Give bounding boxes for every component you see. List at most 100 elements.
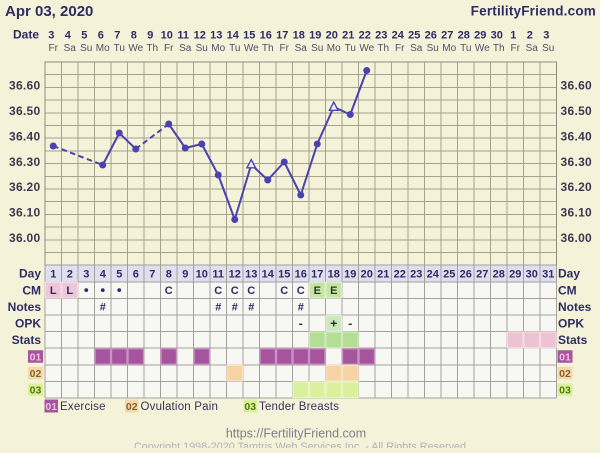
svg-text:C: C <box>214 285 222 297</box>
svg-text:Copyright 1998-2020 Tamtris We: Copyright 1998-2020 Tamtris Web Services… <box>134 441 466 448</box>
svg-text:21: 21 <box>377 269 389 281</box>
svg-text:Tu: Tu <box>345 43 356 54</box>
svg-text:02: 02 <box>559 368 571 380</box>
svg-text:5: 5 <box>81 30 87 42</box>
svg-text:25: 25 <box>443 269 455 281</box>
svg-text:36.60: 36.60 <box>9 79 41 93</box>
svg-text:29: 29 <box>509 269 521 281</box>
svg-text:Th: Th <box>146 43 158 54</box>
svg-text:2: 2 <box>67 269 73 281</box>
svg-text:Mo: Mo <box>327 43 341 54</box>
svg-text:Su: Su <box>427 43 439 54</box>
svg-text:Fr: Fr <box>280 43 290 54</box>
svg-text:4: 4 <box>100 269 107 281</box>
svg-text:36.00: 36.00 <box>561 231 593 245</box>
svg-text:Mo: Mo <box>96 43 110 54</box>
svg-text:13: 13 <box>210 30 222 42</box>
svg-text:Th: Th <box>262 43 274 54</box>
svg-text:CM: CM <box>22 283 41 297</box>
svg-text:02: 02 <box>30 368 42 380</box>
svg-text:8: 8 <box>166 269 172 281</box>
svg-text:We: We <box>359 43 374 54</box>
svg-text:36.10: 36.10 <box>9 206 41 220</box>
svg-text:14: 14 <box>262 269 275 281</box>
svg-text:20: 20 <box>361 269 373 281</box>
svg-text:21: 21 <box>342 30 354 42</box>
svg-text:Th: Th <box>493 43 505 54</box>
svg-text:18: 18 <box>293 30 305 42</box>
svg-text:Sa: Sa <box>410 43 423 54</box>
svg-text:30: 30 <box>526 269 538 281</box>
svg-text:Th: Th <box>377 43 389 54</box>
svg-text:#: # <box>100 302 106 314</box>
svg-text:Mo: Mo <box>442 43 456 54</box>
svg-text:C: C <box>247 285 255 297</box>
svg-text:Day: Day <box>558 267 580 281</box>
svg-text:31: 31 <box>542 269 554 281</box>
svg-text:FertilityFriend.com: FertilityFriend.com <box>471 4 596 19</box>
svg-text:03: 03 <box>244 401 256 413</box>
svg-text:01: 01 <box>559 351 571 363</box>
svg-text:We: We <box>128 43 143 54</box>
svg-text:15: 15 <box>278 269 290 281</box>
svg-text:12: 12 <box>194 30 206 42</box>
svg-text:+: + <box>330 316 337 330</box>
svg-text:20: 20 <box>326 30 338 42</box>
svg-text:L: L <box>66 285 73 297</box>
svg-text:7: 7 <box>114 30 120 42</box>
svg-text:-: - <box>348 316 352 330</box>
svg-text:Date: Date <box>13 28 39 42</box>
svg-text:1: 1 <box>50 269 56 281</box>
svg-text:5: 5 <box>116 269 122 281</box>
svg-text:8: 8 <box>131 30 137 42</box>
svg-text:#: # <box>298 302 304 314</box>
svg-text:#: # <box>215 302 221 314</box>
svg-text:19: 19 <box>309 30 321 42</box>
svg-text:C: C <box>165 285 173 297</box>
svg-text:C: C <box>280 285 288 297</box>
svg-text:29: 29 <box>474 30 486 42</box>
svg-text:36.20: 36.20 <box>9 180 41 194</box>
svg-text:36.30: 36.30 <box>561 155 593 169</box>
svg-text:12: 12 <box>229 269 241 281</box>
svg-text:OPK: OPK <box>15 317 41 331</box>
svg-text:01: 01 <box>30 351 42 363</box>
svg-text:Mo: Mo <box>211 43 225 54</box>
svg-text:We: We <box>244 43 259 54</box>
svg-text:1: 1 <box>510 30 516 42</box>
svg-text:13: 13 <box>245 269 257 281</box>
svg-text:C: C <box>231 285 239 297</box>
svg-text:11: 11 <box>177 30 189 42</box>
svg-text:9: 9 <box>147 30 153 42</box>
svg-text:Exercise: Exercise <box>60 401 106 413</box>
svg-text:Tender Breasts: Tender Breasts <box>259 401 339 413</box>
svg-text:Ovulation Pain: Ovulation Pain <box>141 401 219 413</box>
svg-text:Sa: Sa <box>295 43 308 54</box>
svg-text:Su: Su <box>80 43 92 54</box>
svg-text:18: 18 <box>328 269 340 281</box>
svg-text:10: 10 <box>161 30 173 42</box>
svg-text:Apr 03, 2020: Apr 03, 2020 <box>5 3 93 20</box>
svg-text:OPK: OPK <box>558 317 584 331</box>
svg-text:Tu: Tu <box>229 43 240 54</box>
svg-text:36.10: 36.10 <box>561 206 593 220</box>
svg-text:https://FertilityFriend.com: https://FertilityFriend.com <box>226 427 366 441</box>
svg-text:36.60: 36.60 <box>561 79 593 93</box>
svg-text:03: 03 <box>559 384 571 396</box>
svg-text:30: 30 <box>491 30 503 42</box>
svg-text:Notes: Notes <box>8 300 42 314</box>
svg-text:22: 22 <box>359 30 371 42</box>
svg-text:C: C <box>297 285 305 297</box>
svg-text:L: L <box>50 285 57 297</box>
svg-text:Stats: Stats <box>12 333 42 347</box>
svg-text:15: 15 <box>243 30 255 42</box>
svg-text:23: 23 <box>375 30 387 42</box>
svg-text:3: 3 <box>48 30 54 42</box>
svg-text:Fr: Fr <box>395 43 405 54</box>
svg-text:-: - <box>299 316 303 330</box>
svg-text:10: 10 <box>196 269 208 281</box>
svg-text:Su: Su <box>542 43 554 54</box>
svg-text:9: 9 <box>182 269 188 281</box>
svg-text:3: 3 <box>543 30 549 42</box>
svg-text:E: E <box>330 285 337 297</box>
